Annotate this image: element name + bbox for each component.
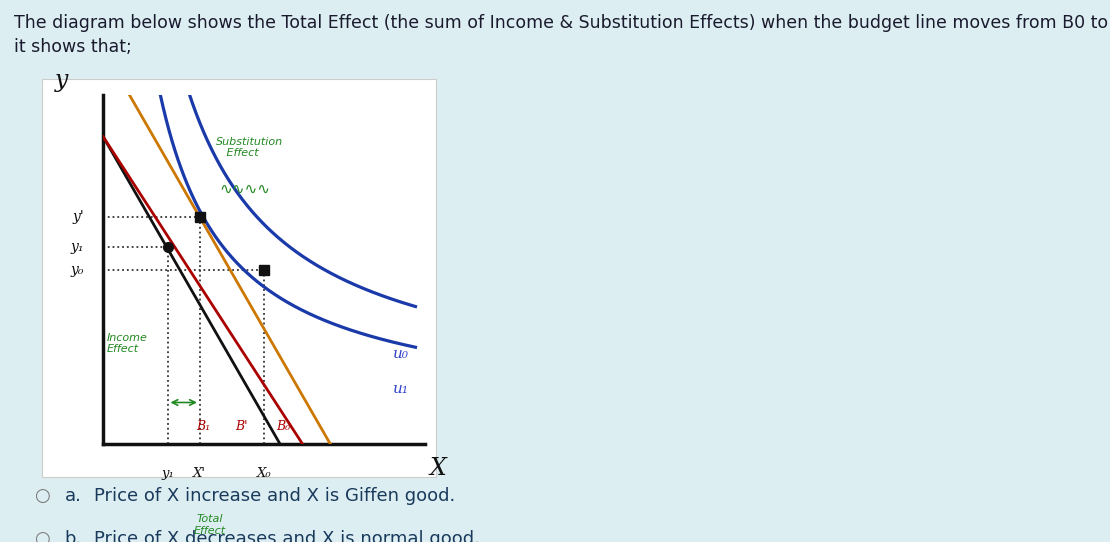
Text: B₁: B₁ (196, 421, 210, 434)
Text: Substitution
   Effect: Substitution Effect (215, 137, 283, 158)
Text: y₀: y₀ (70, 263, 84, 276)
Text: a.: a. (64, 487, 81, 505)
Text: B': B' (235, 421, 248, 434)
Text: ∿∿∿∿: ∿∿∿∿ (219, 182, 270, 197)
Text: y₁: y₁ (70, 240, 84, 254)
Text: u₁: u₁ (393, 382, 408, 396)
Text: u₀: u₀ (393, 346, 408, 360)
Text: ○: ○ (34, 487, 50, 505)
Text: X': X' (193, 467, 206, 480)
Text: y₁: y₁ (161, 467, 174, 480)
Text: B₀: B₀ (276, 421, 291, 434)
Text: Income
Effect: Income Effect (107, 333, 148, 354)
Text: b.: b. (64, 530, 82, 542)
Text: Price of X increase and X is Giffen good.: Price of X increase and X is Giffen good… (94, 487, 455, 505)
Text: Total
Effect: Total Effect (193, 514, 225, 536)
Text: it shows that;: it shows that; (14, 38, 132, 56)
Text: y': y' (72, 210, 84, 224)
Text: X: X (430, 457, 446, 480)
Text: X₀: X₀ (256, 467, 272, 480)
Text: ○: ○ (34, 530, 50, 542)
Text: y: y (54, 69, 68, 92)
Text: Price of X decreases and X is normal good.: Price of X decreases and X is normal goo… (94, 530, 481, 542)
Text: The diagram below shows the Total Effect (the sum of Income & Substitution Effec: The diagram below shows the Total Effect… (14, 14, 1110, 31)
